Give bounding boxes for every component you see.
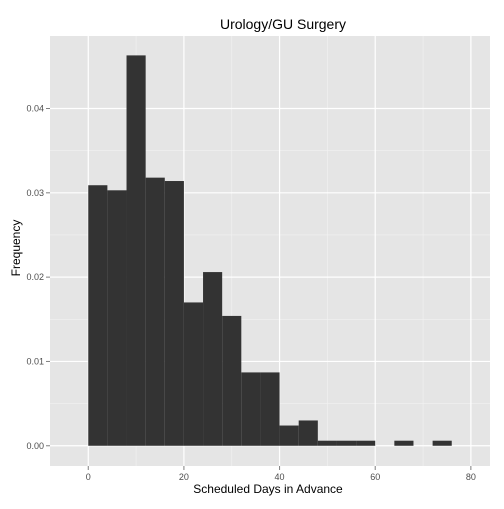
histogram-bar [126, 55, 146, 446]
histogram-bar [279, 425, 299, 446]
histogram-bar [164, 181, 184, 446]
histogram-bar [356, 440, 376, 446]
y-tick-label: 0.02 [26, 272, 44, 282]
y-axis: 0.00 0.01 0.02 0.03 0.04 [26, 104, 50, 451]
histogram-bars [88, 55, 452, 446]
histogram-bar [145, 177, 165, 446]
histogram-bar [203, 272, 223, 446]
x-tick-label: 40 [275, 472, 285, 482]
histogram-bar [336, 440, 357, 446]
histogram-bar [298, 420, 318, 446]
histogram-bar [107, 190, 127, 446]
x-tick-label: 20 [179, 472, 189, 482]
histogram-bar [88, 185, 108, 446]
y-tick-label: 0.01 [26, 356, 44, 366]
x-axis-title: Scheduled Days in Advance [193, 482, 343, 496]
x-tick-label: 80 [466, 472, 476, 482]
x-tick-label: 0 [86, 472, 91, 482]
y-axis-title: Frequency [9, 220, 23, 277]
x-tick-label: 60 [370, 472, 380, 482]
histogram-bar [260, 372, 280, 446]
chart-title: Urology/GU Surgery [220, 16, 346, 32]
x-axis: 0 20 40 60 80 [86, 466, 476, 482]
histogram-bar [317, 440, 337, 446]
histogram-bar [241, 372, 261, 446]
y-tick-label: 0.04 [26, 104, 44, 114]
y-tick-label: 0.03 [26, 188, 44, 198]
histogram-bar [394, 440, 414, 446]
histogram-bar [432, 440, 452, 446]
histogram-bar [183, 302, 204, 446]
histogram-bar [222, 315, 242, 446]
y-tick-label: 0.00 [26, 441, 44, 451]
